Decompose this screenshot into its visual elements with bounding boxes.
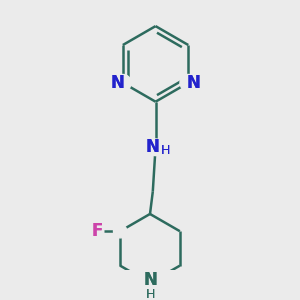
Text: N: N — [187, 74, 201, 92]
Text: N: N — [143, 271, 157, 289]
Circle shape — [147, 139, 164, 156]
Text: F: F — [91, 222, 103, 240]
Text: H: H — [161, 144, 170, 157]
Text: F: F — [91, 222, 103, 240]
Text: N: N — [143, 271, 157, 289]
Circle shape — [115, 74, 131, 91]
Text: H: H — [145, 287, 155, 300]
Text: N: N — [187, 74, 201, 92]
Circle shape — [113, 224, 127, 238]
Text: H: H — [145, 287, 155, 300]
Circle shape — [180, 74, 196, 91]
Text: N: N — [145, 138, 159, 156]
Circle shape — [142, 274, 158, 291]
Text: N: N — [145, 138, 159, 156]
Text: N: N — [110, 74, 124, 92]
Text: N: N — [110, 74, 124, 92]
Text: H: H — [161, 144, 170, 157]
